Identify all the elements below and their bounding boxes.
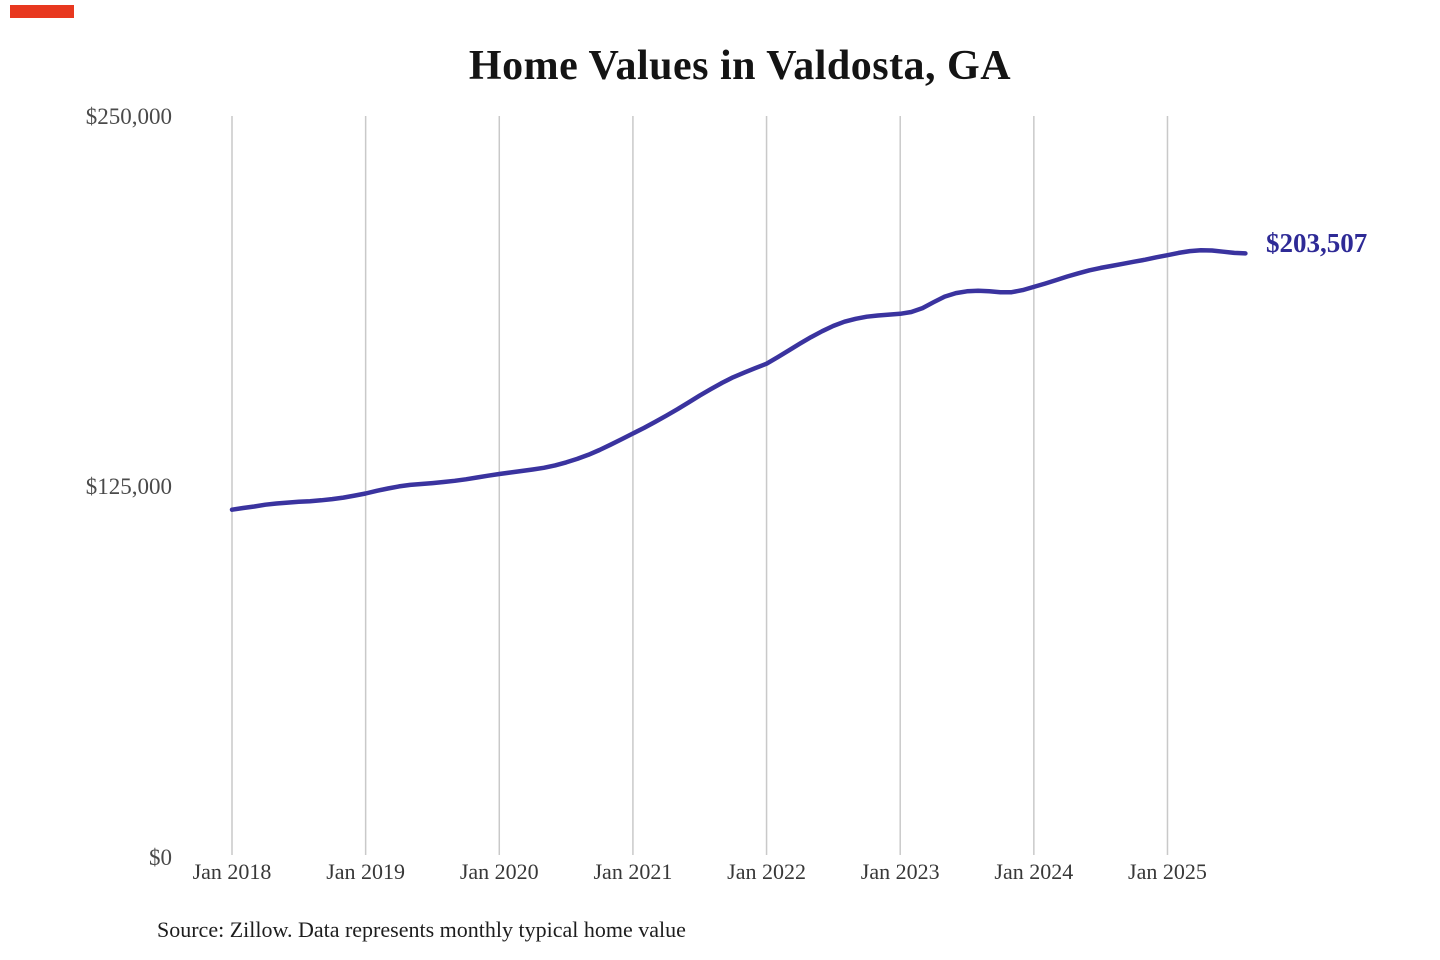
x-tick-label: Jan 2020 [459,859,539,884]
home-value-line [229,247,1248,512]
y-tick-label: $250,000 [85,104,172,129]
x-tick-label: Jan 2023 [860,859,940,884]
y-tick-label: $125,000 [85,474,172,499]
x-tick-label: Jan 2024 [994,859,1074,884]
chart-title: Home Values in Valdosta, GA [468,43,1012,89]
x-tick-label: Jan 2018 [192,859,272,884]
x-tick-label: Jan 2021 [593,859,673,884]
red-marker [10,5,74,18]
source-note: Source: Zillow. Data represents monthly … [157,917,686,942]
y-tick-label: $0 [149,845,172,870]
latest-value-label: $203,507 [1266,228,1368,258]
x-tick-label: Jan 2019 [326,859,406,884]
x-tick-label: Jan 2022 [727,859,806,884]
x-tick-label: Jan 2025 [1128,859,1207,884]
